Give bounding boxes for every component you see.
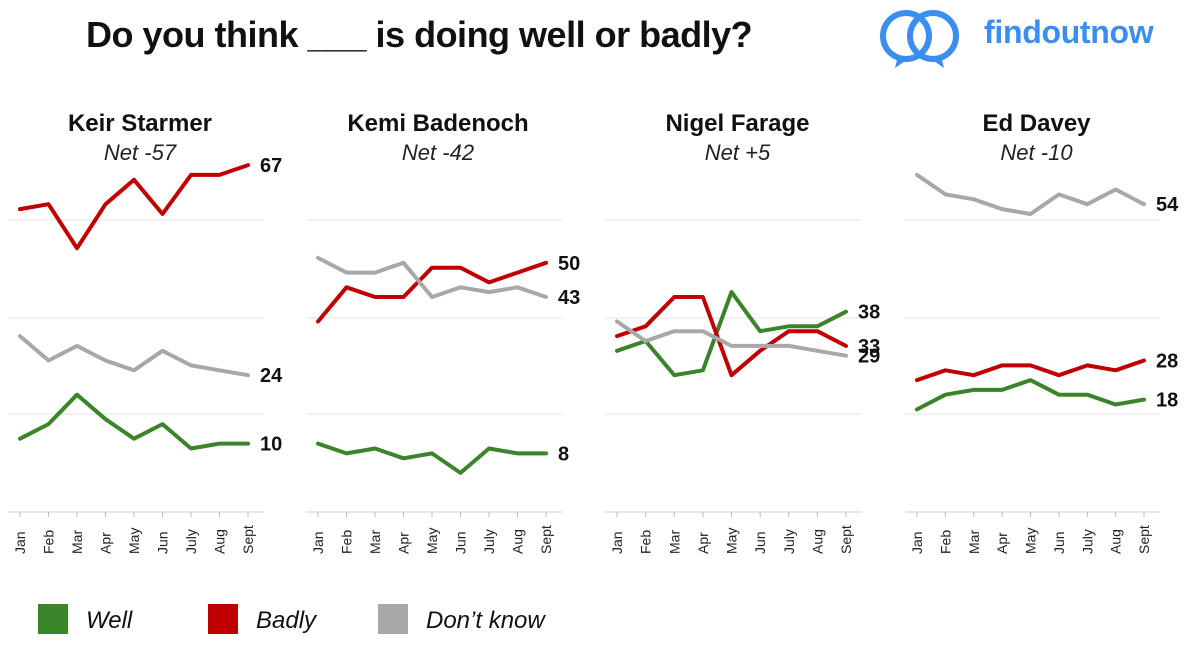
panel-title-nigel-farage: Nigel Farage (665, 110, 809, 137)
x-tick-label-apr: Apr (396, 532, 412, 554)
series-line-ed-davey-badly (915, 358, 1146, 383)
x-tick-label-sept: Sept (240, 525, 256, 554)
x-tick-label-sept: Sept (838, 525, 854, 554)
panel-title-kemi-badenoch: Kemi Badenoch (347, 110, 528, 137)
x-tick-label-jan: Jan (909, 531, 925, 554)
x-tick-label-feb: Feb (937, 530, 953, 554)
x-tick-label-july: July (1079, 529, 1095, 554)
x-tick-label-sept: Sept (538, 525, 554, 554)
x-tick-label-apr: Apr (695, 532, 711, 554)
end-label-kemi-badenoch-badly: 50 (558, 253, 580, 275)
end-label-keir-starmer-well: 10 (260, 434, 282, 456)
panel-net-nigel-farage: Net +5 (705, 140, 771, 165)
x-tick-label-may: May (724, 528, 740, 554)
legend-label-well: Well (86, 607, 133, 634)
panel-net-keir-starmer: Net -57 (104, 140, 177, 165)
x-tick-label-july: July (481, 529, 497, 554)
series-line-ed-davey-well (915, 378, 1146, 412)
x-tick-label-mar: Mar (367, 530, 383, 554)
brand-name: findoutnow (984, 14, 1154, 50)
series-line-nigel-farage-well (615, 290, 848, 378)
panel-title-keir-starmer: Keir Starmer (68, 110, 212, 137)
series-line-nigel-farage-dont-know (615, 319, 848, 358)
chart-keir-starmer: Keir Starmer Net -57 Jan Feb Mar Apr May Jun Jul… (8, 110, 283, 554)
findoutnow-logo-icon (880, 10, 959, 68)
end-label-kemi-badenoch-well: 8 (558, 443, 569, 465)
x-tick-label-aug: Aug (1108, 529, 1124, 554)
end-label-nigel-farage-well: 38 (858, 302, 880, 324)
legend-label-dont-know: Don’t know (426, 607, 545, 634)
x-tick-label-july: July (183, 529, 199, 554)
end-label-nigel-farage-dont-know: 29 (858, 346, 880, 368)
x-tick-label-feb: Feb (41, 530, 57, 554)
panel-net-ed-davey: Net -10 (1000, 140, 1073, 165)
end-label-kemi-badenoch-dont-know: 43 (558, 287, 580, 309)
x-tick-label-sept: Sept (1136, 525, 1152, 554)
end-label-keir-starmer-badly: 67 (260, 155, 282, 177)
end-label-nigel-farage-badly: 33 (858, 336, 880, 358)
series-line-kemi-badenoch-dont-know (316, 255, 548, 299)
x-tick-label-july: July (781, 529, 797, 554)
x-tick-label-jun: Jun (1051, 531, 1067, 554)
series-line-nigel-farage-badly (615, 295, 848, 378)
x-tick-label-mar: Mar (666, 530, 682, 554)
series-line-keir-starmer-dont-know (18, 334, 250, 378)
series-line-kemi-badenoch-well (316, 441, 548, 475)
charts-area: Keir Starmer Net -57 Jan Feb Mar Apr May Jun Jul… (8, 110, 1179, 554)
x-tick-label-apr: Apr (98, 532, 114, 554)
panel-net-kemi-badenoch: Net -42 (402, 140, 474, 165)
x-tick-label-feb: Feb (638, 530, 654, 554)
series-line-keir-starmer-badly (18, 163, 250, 251)
legend-swatch-dont-know (378, 604, 408, 634)
legend-swatch-badly (208, 604, 238, 634)
chart-title: Do you think ___ is doing well or badly? (86, 14, 753, 55)
chart-nigel-farage: Nigel Farage Net +5 Jan Feb Mar Apr May Jun July… (605, 110, 880, 554)
x-tick-label-apr: Apr (994, 532, 1010, 554)
x-tick-label-jan: Jan (310, 531, 326, 554)
x-tick-label-jan: Jan (12, 531, 28, 554)
end-label-ed-davey-dont-know: 54 (1156, 194, 1179, 216)
end-label-ed-davey-well: 18 (1156, 390, 1178, 412)
x-tick-label-mar: Mar (966, 530, 982, 554)
chart-ed-davey: Ed Davey Net -10 Jan Feb Mar Apr May Jun July Aug… (905, 110, 1179, 554)
x-tick-label-may: May (1023, 528, 1039, 554)
x-tick-label-jun: Jun (752, 531, 768, 554)
x-tick-label-jun: Jun (155, 531, 171, 554)
x-tick-label-aug: Aug (212, 529, 228, 554)
x-tick-label-may: May (126, 528, 142, 554)
legend-label-badly: Badly (256, 607, 317, 634)
x-tick-label-aug: Aug (809, 529, 825, 554)
x-tick-label-jan: Jan (609, 531, 625, 554)
x-tick-label-feb: Feb (339, 530, 355, 554)
end-label-ed-davey-badly: 28 (1156, 351, 1178, 373)
x-tick-label-may: May (424, 528, 440, 554)
chart-kemi-badenoch: Kemi Badenoch Net -42 Jan Feb Mar Apr May Jun Ju… (306, 110, 580, 554)
x-tick-label-mar: Mar (69, 530, 85, 554)
series-line-kemi-badenoch-badly (316, 260, 548, 324)
series-line-keir-starmer-well (18, 392, 250, 451)
x-tick-label-jun: Jun (453, 531, 469, 554)
panel-title-ed-davey: Ed Davey (982, 110, 1091, 137)
series-line-ed-davey-dont-know (915, 172, 1146, 216)
x-tick-label-aug: Aug (510, 529, 526, 554)
end-label-keir-starmer-dont-know: 24 (260, 365, 283, 387)
legend-swatch-well (38, 604, 68, 634)
